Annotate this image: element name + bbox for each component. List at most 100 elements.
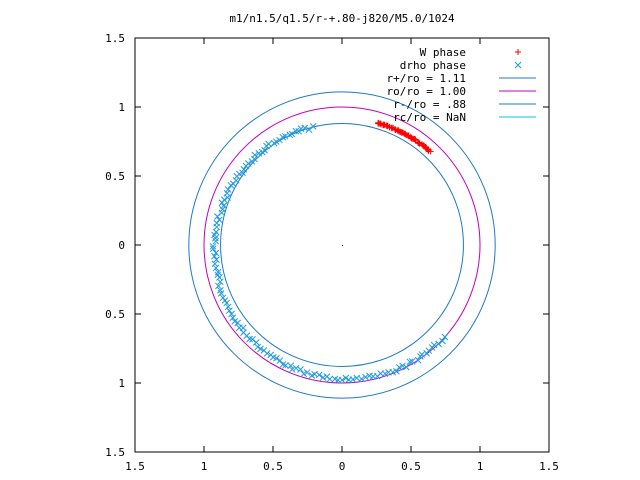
y-tick-label: 1.5 [105, 32, 125, 45]
y-tick-label: 0.5 [105, 308, 125, 321]
circle-series [188, 91, 496, 399]
series-point-drho-phase [286, 131, 294, 139]
x-tick-label: 1 [477, 460, 484, 473]
y-tick-label: 1 [118, 101, 125, 114]
series-point-drho-phase [223, 299, 231, 307]
legend-label: W phase [420, 46, 466, 59]
series-point-drho-phase [315, 371, 323, 379]
series-point-drho-phase [257, 345, 264, 353]
series-point-drho-phase [270, 139, 278, 147]
y-tick-label: 1.5 [105, 446, 125, 459]
series-point-drho-phase [414, 356, 422, 364]
series-point-drho-phase [221, 297, 229, 304]
series-point-drho-phase [319, 374, 327, 381]
series-point-drho-phase [228, 310, 235, 318]
y-tick-label: 0.5 [105, 170, 125, 183]
series-point-drho-phase [295, 127, 303, 135]
legend-marker [514, 61, 522, 69]
series-point-drho-phase [218, 199, 226, 207]
circle-series [203, 106, 481, 384]
series-point-drho-phase [439, 337, 446, 345]
series-point-drho-phase [213, 256, 220, 264]
series-point-drho-phase [263, 142, 270, 150]
series-point-drho-phase [418, 351, 426, 358]
series-point-drho-phase [402, 363, 410, 371]
series-point-drho-phase [303, 369, 311, 376]
series-point-drho-phase [349, 376, 357, 383]
y-tick-label: 0 [118, 239, 125, 252]
series-point-drho-phase [362, 373, 369, 381]
series-point-drho-phase [395, 364, 403, 371]
series-point-drho-phase [212, 234, 219, 242]
series-point-drho-phase [214, 271, 222, 279]
series-point-drho-phase [212, 264, 220, 272]
series-point-drho-phase [227, 181, 235, 189]
series-point-drho-phase [217, 287, 224, 294]
series-point-drho-phase [246, 335, 253, 343]
series-point-drho-phase [342, 374, 350, 382]
series-point-drho-phase [269, 353, 277, 361]
legend-label: ro/ro = 1.00 [387, 85, 466, 98]
legend-label: r-/ro = .88 [393, 98, 466, 111]
series-point-drho-phase [276, 136, 283, 144]
series-point-drho-phase [331, 375, 339, 383]
series-point-drho-phase [249, 335, 256, 343]
series-point-drho-phase [212, 249, 220, 257]
series-point-drho-phase [393, 367, 400, 375]
series-point-drho-phase [212, 237, 220, 245]
data-points [209, 119, 449, 384]
series-point-drho-phase [260, 347, 268, 354]
series-point-drho-phase [288, 366, 296, 373]
series-point-drho-phase [211, 252, 218, 260]
series-point-drho-phase [408, 358, 416, 365]
x-tick-label: 0.5 [263, 460, 283, 473]
series-point-drho-phase [282, 362, 289, 369]
series-point-drho-phase [381, 370, 389, 378]
series-point-drho-phase [209, 242, 217, 250]
legend-label: rc/ro = NaN [393, 111, 466, 124]
series-point-drho-phase [213, 223, 221, 231]
series-point-drho-phase [273, 354, 280, 362]
series-point-drho-phase [326, 375, 334, 383]
series-point-drho-phase [254, 343, 262, 351]
x-tick-label: 0.5 [401, 460, 421, 473]
series-point-drho-phase [217, 290, 225, 297]
series-point-drho-phase [242, 162, 250, 170]
series-point-drho-phase [229, 314, 237, 322]
series-point-drho-phase [224, 303, 232, 311]
series-point-drho-phase [435, 340, 442, 348]
series-point-drho-phase [215, 282, 222, 290]
series-point-drho-phase [292, 364, 300, 372]
series-point-drho-phase [231, 318, 239, 325]
series-point-drho-phase [209, 245, 217, 253]
series-point-drho-phase [287, 362, 295, 370]
series-point-drho-phase [255, 149, 263, 157]
y-tick-label: 1 [118, 377, 125, 390]
series-point-drho-phase [297, 366, 304, 373]
reference-circles [188, 91, 496, 399]
legend-label: drho phase [400, 59, 466, 72]
series-point-drho-phase [276, 357, 284, 364]
series-point-drho-phase [216, 278, 224, 286]
origin-dot [342, 245, 343, 246]
series-point-drho-phase [248, 158, 256, 165]
series-point-drho-phase [214, 213, 221, 220]
series-point-drho-phase [430, 341, 438, 349]
chart-title: m1/n1.5/q1.5/r-+.80-j820/M5.0/1024 [229, 12, 455, 25]
series-point-drho-phase [233, 173, 241, 180]
series-point-drho-phase [288, 130, 296, 138]
series-point-drho-phase [279, 361, 287, 368]
x-tick-label: 1 [201, 460, 208, 473]
series-point-drho-phase [309, 123, 317, 130]
circle-series [220, 123, 464, 367]
series-point-drho-phase [234, 319, 242, 327]
series-point-drho-phase [406, 358, 414, 366]
series-point-drho-phase [253, 339, 260, 346]
series-point-drho-phase [358, 375, 365, 383]
series-point-drho-phase [224, 186, 232, 193]
x-tick-label: 0 [339, 460, 346, 473]
series-point-drho-phase [243, 332, 251, 340]
series-point-drho-phase [441, 333, 449, 341]
